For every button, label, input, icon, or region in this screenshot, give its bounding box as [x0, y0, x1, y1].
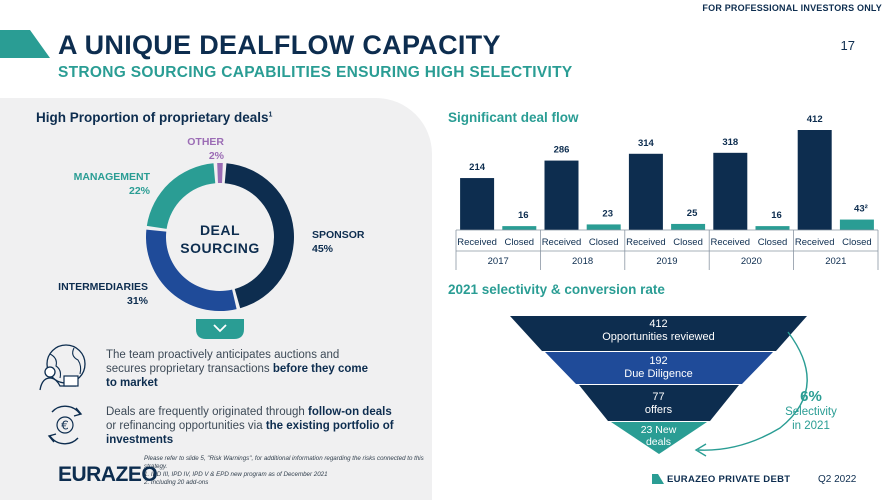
svg-text:€: €	[61, 419, 69, 433]
funnel-reviewed-text: 412 Opportunities reviewed	[602, 318, 715, 343]
selectivity-rate: 6%	[800, 388, 822, 405]
follow-on-deals-text: Deals are frequently originated through …	[106, 406, 394, 446]
bar-category-label: Closed	[673, 237, 703, 248]
conversion-funnel	[510, 316, 807, 454]
selectivity-arrow	[694, 331, 808, 457]
selectivity-title: 2021 selectivity & conversion rate	[448, 282, 665, 297]
bar-value-label: 412	[807, 114, 823, 125]
bar-category-label: Received	[795, 237, 835, 248]
bar-category-label: Received	[710, 237, 750, 248]
funnel-level-reviewed	[510, 316, 807, 351]
donut-segment-sponsor	[224, 163, 295, 309]
bar-value-label: 314	[638, 138, 655, 149]
proprietary-deals-title: High Proportion of proprietary deals1	[36, 110, 273, 125]
chevron-down-icon	[196, 319, 244, 339]
page-subtitle: STRONG SOURCING CAPABILITIES ENSURING HI…	[58, 64, 573, 81]
selectivity-label: Selectivity in 2021	[785, 406, 837, 432]
year-label-2020: 2020	[741, 256, 762, 267]
year-label-2018: 2018	[572, 256, 593, 267]
bar-category-label: Received	[626, 237, 666, 248]
bar-value-label: 25	[687, 208, 698, 219]
page-number: 17	[840, 38, 855, 53]
funnel-offers-text: 77 offers	[644, 391, 673, 416]
closed-bar-2020	[755, 226, 790, 230]
year-label-2021: 2021	[825, 256, 846, 267]
received-bar-2020	[713, 152, 748, 230]
deal-sourcing-donut	[146, 163, 295, 311]
donut-center-label: DEAL SOURCING	[180, 222, 260, 256]
received-bar-2021	[797, 130, 832, 230]
closed-bar-2021	[839, 219, 874, 230]
funnel-diligence-text: 192 Due Diligence	[624, 355, 693, 380]
management-segment-label: MANAGEMENT 22%	[73, 171, 150, 197]
received-bar-2017	[460, 178, 495, 230]
header-accent-shape	[0, 30, 50, 58]
bar-category-label: Received	[457, 237, 497, 248]
intermediaries-segment-label: INTERMEDIARIES 31%	[58, 281, 148, 307]
page-title: A UNIQUE DEALFLOW CAPACITY	[58, 30, 501, 60]
euro-cycle-icon: €	[47, 405, 83, 445]
received-bar-2018	[544, 160, 579, 230]
received-bar-2019	[628, 153, 663, 230]
closed-bar-2017	[502, 226, 537, 230]
eurazeo-logo: EURAZEO	[58, 463, 158, 486]
bar-category-label: Closed	[842, 237, 872, 248]
closed-bar-2018	[586, 224, 621, 230]
bar-category-label: Closed	[758, 237, 788, 248]
donut-segment-other	[217, 163, 223, 184]
globe-person-icon	[39, 344, 86, 391]
year-label-2019: 2019	[656, 256, 677, 267]
bar-value-label: 286	[554, 145, 570, 156]
bar-value-label: 318	[722, 137, 738, 148]
funnel-level-diligence	[545, 352, 773, 384]
bar-value-label: 43²	[854, 204, 868, 215]
bar-category-label: Closed	[505, 237, 535, 248]
professional-investors-tag: FOR PROFESSIONAL INVESTORS ONLY	[702, 3, 882, 13]
footer-quarter: Q2 2022	[818, 474, 857, 485]
sponsor-segment-label: SPONSOR 45%	[312, 229, 365, 255]
bar-category-label: Closed	[589, 237, 619, 248]
footer-brand: EURAZEO PRIVATE DEBT	[667, 474, 791, 485]
funnel-deals-text: 23 New deals	[640, 424, 677, 448]
other-segment-label: OTHER 2%	[187, 136, 224, 162]
bar-value-label: 16	[771, 210, 782, 221]
bar-value-label: 214	[469, 162, 486, 173]
funnel-level-deals	[611, 422, 707, 454]
deal-flow-chart: 214 Received 16 Closed 286 Received 23 Closed 31…	[455, 114, 879, 270]
donut-segment-management	[146, 163, 216, 229]
closed-bar-2019	[671, 223, 706, 230]
year-label-2017: 2017	[488, 256, 509, 267]
funnel-level-offers	[579, 385, 739, 421]
bar-value-label: 23	[602, 208, 613, 219]
brand-mark-icon	[652, 474, 664, 484]
auction-anticipation-text: The team proactively anticipates auction…	[106, 349, 369, 389]
footnotes: Please refer to slide 5, "Risk Warnings"…	[144, 455, 424, 486]
bar-value-label: 16	[518, 210, 529, 221]
bar-category-label: Received	[542, 237, 582, 248]
donut-segment-intermediaries	[146, 229, 237, 311]
deal-flow-title: Significant deal flow	[448, 110, 579, 125]
